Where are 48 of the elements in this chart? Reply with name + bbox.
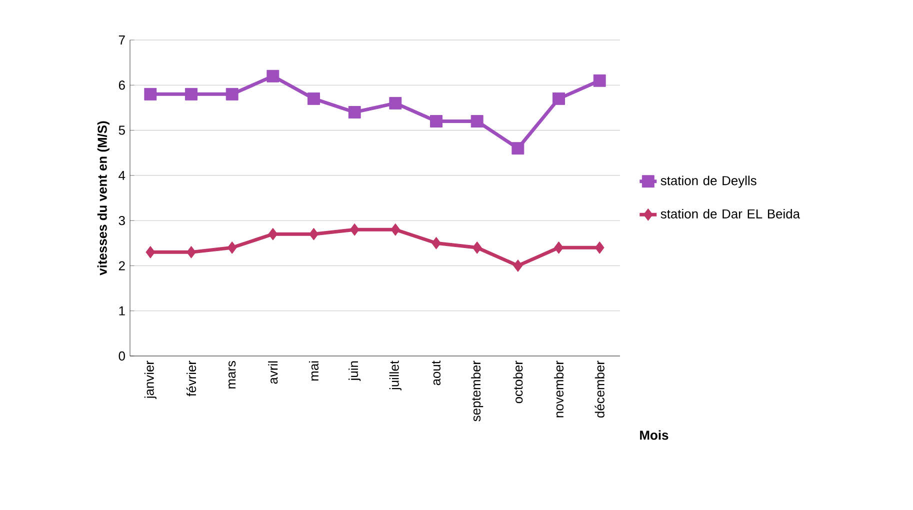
point bbox=[472, 241, 482, 254]
y-tick-label: 5 bbox=[118, 126, 125, 135]
legend-label: station de Dar EL Beida bbox=[660, 208, 800, 218]
x-tick-label: aout bbox=[432, 360, 441, 386]
point bbox=[390, 223, 400, 236]
point bbox=[594, 241, 604, 254]
point bbox=[227, 241, 237, 254]
x-tick-label: décember bbox=[594, 360, 604, 418]
point bbox=[308, 92, 320, 105]
x-tick-label: février bbox=[186, 360, 196, 396]
x-tick-label: juin bbox=[348, 361, 361, 381]
point bbox=[226, 88, 238, 100]
point bbox=[185, 88, 198, 100]
x-tick-label: janvier bbox=[144, 360, 156, 399]
x-axis-title: Mois bbox=[640, 430, 668, 440]
y-tick-label: 2 bbox=[118, 261, 125, 270]
x-tick-label: avril bbox=[268, 361, 278, 384]
x-tick-label: october bbox=[513, 360, 523, 404]
point bbox=[309, 228, 318, 240]
point bbox=[430, 115, 442, 128]
point bbox=[146, 246, 156, 258]
x-tick-label: september bbox=[471, 360, 484, 422]
point bbox=[268, 228, 278, 240]
y-tick-label: 0 bbox=[118, 351, 125, 361]
y-tick-label: 1 bbox=[119, 306, 125, 316]
point bbox=[186, 246, 196, 258]
point bbox=[513, 259, 523, 272]
point bbox=[389, 96, 402, 110]
point bbox=[554, 241, 564, 254]
y-tick-label: 6 bbox=[118, 80, 125, 90]
point bbox=[593, 74, 606, 87]
point bbox=[266, 70, 280, 82]
point bbox=[552, 92, 565, 105]
y-tick-label: 3 bbox=[118, 216, 125, 226]
point bbox=[350, 223, 360, 236]
point bbox=[432, 236, 441, 250]
point bbox=[348, 106, 361, 118]
point bbox=[512, 142, 524, 155]
point bbox=[144, 88, 157, 100]
y-tick-label: 4 bbox=[118, 170, 126, 180]
y-axis-title: vitesses du vent en (M/S) bbox=[97, 121, 110, 276]
y-tick-label: 7 bbox=[118, 36, 125, 44]
point bbox=[470, 115, 484, 128]
x-tick-label: juillet bbox=[389, 360, 402, 390]
x-tick-label: november bbox=[554, 360, 564, 418]
x-tick-label: mai bbox=[308, 361, 319, 381]
x-tick-label: mars bbox=[228, 360, 236, 388]
legend-label: station de Deylls bbox=[660, 176, 756, 188]
